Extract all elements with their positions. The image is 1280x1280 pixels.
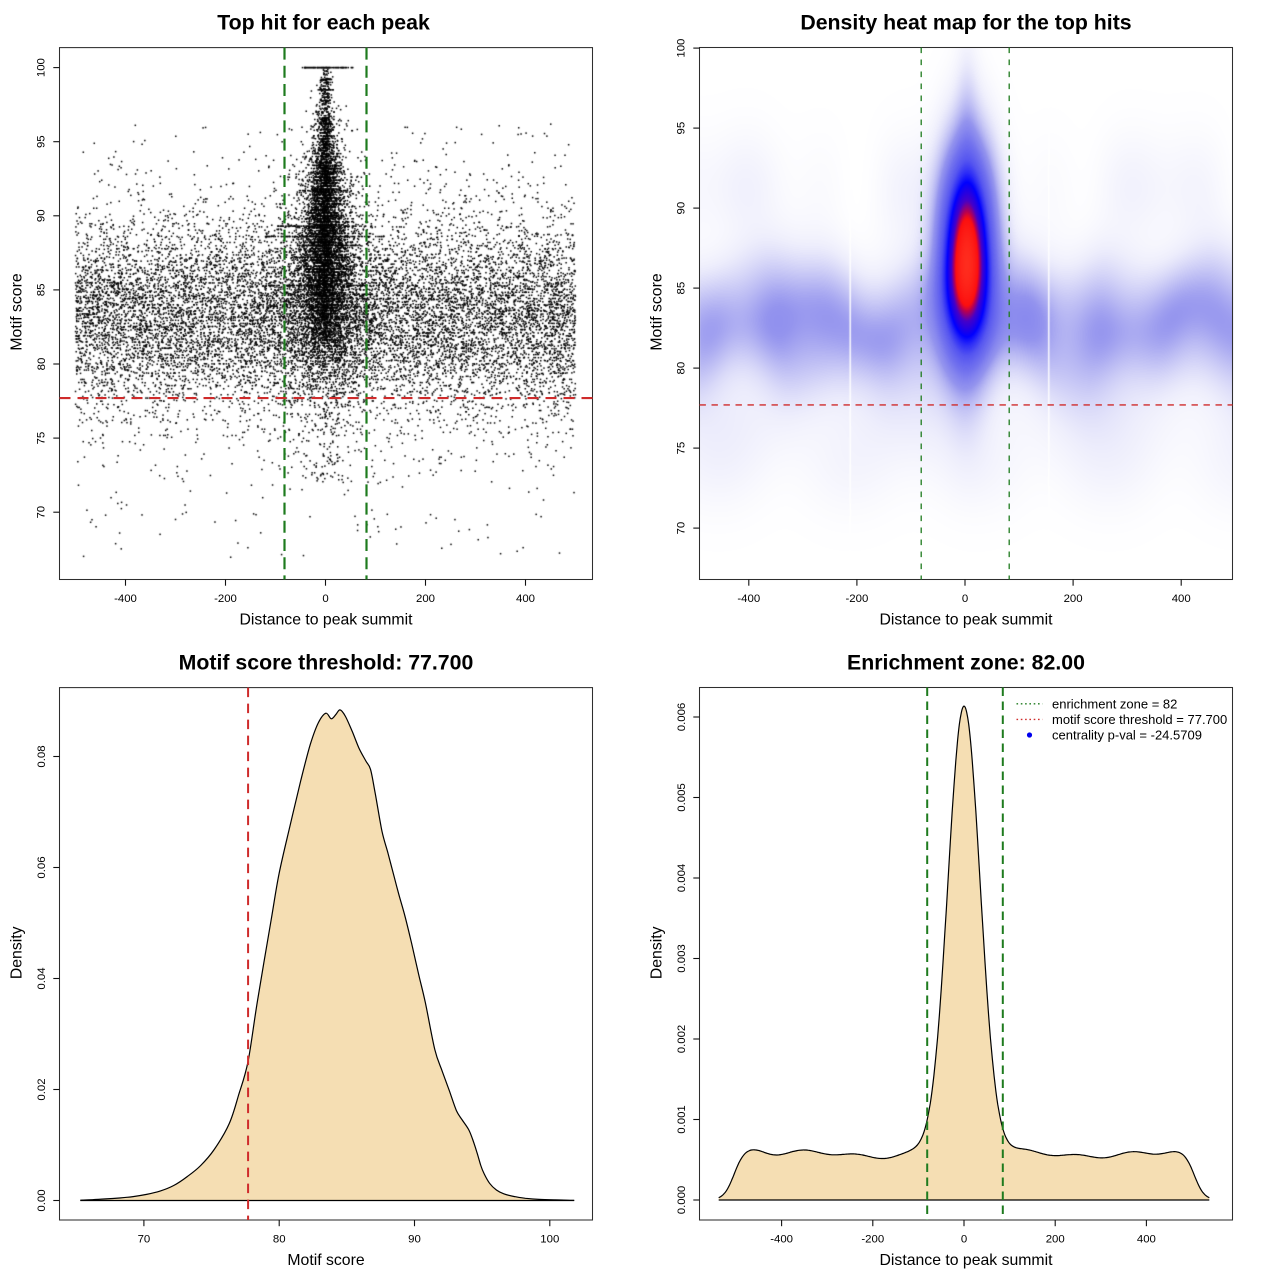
svg-text:75: 75	[36, 432, 48, 445]
svg-text:Motif score: Motif score	[287, 1252, 364, 1269]
svg-text:95: 95	[36, 135, 48, 148]
svg-text:0: 0	[961, 1233, 967, 1245]
svg-text:80: 80	[273, 1233, 286, 1245]
svg-text:enrichment zone = 82: enrichment zone = 82	[1052, 696, 1177, 711]
svg-text:0.006: 0.006	[676, 703, 688, 732]
svg-text:100: 100	[36, 58, 48, 77]
svg-text:Motif score threshold: 77.700: Motif score threshold: 77.700	[179, 650, 474, 674]
svg-text:400: 400	[1172, 593, 1191, 605]
svg-text:200: 200	[1046, 1233, 1065, 1245]
svg-text:-200: -200	[214, 593, 237, 605]
svg-text:85: 85	[676, 282, 688, 295]
svg-text:0: 0	[322, 593, 328, 605]
svg-text:80: 80	[676, 362, 688, 375]
svg-text:0.005: 0.005	[676, 783, 688, 812]
svg-text:0.001: 0.001	[676, 1105, 688, 1134]
svg-text:400: 400	[1137, 1233, 1156, 1245]
svg-text:100: 100	[540, 1233, 559, 1245]
svg-text:400: 400	[516, 593, 535, 605]
svg-text:Density heat map for the top h: Density heat map for the top hits	[800, 10, 1131, 34]
svg-text:70: 70	[138, 1233, 151, 1245]
svg-text:-200: -200	[845, 593, 868, 605]
svg-text:Motif score: Motif score	[9, 273, 26, 350]
svg-text:70: 70	[676, 522, 688, 535]
svg-text:0: 0	[962, 593, 968, 605]
svg-text:0.002: 0.002	[676, 1025, 688, 1054]
svg-text:Density: Density	[9, 926, 26, 979]
svg-text:100: 100	[676, 39, 688, 58]
svg-text:0.003: 0.003	[676, 944, 688, 973]
svg-text:-200: -200	[861, 1233, 884, 1245]
svg-text:0.004: 0.004	[676, 864, 688, 893]
svg-text:90: 90	[408, 1233, 421, 1245]
svg-text:Distance to peak summit: Distance to peak summit	[880, 1252, 1054, 1269]
svg-text:0.08: 0.08	[36, 745, 48, 767]
svg-text:70: 70	[36, 506, 48, 519]
svg-text:Enrichment zone: 82.00: Enrichment zone: 82.00	[847, 650, 1085, 674]
svg-text:-400: -400	[770, 1233, 793, 1245]
svg-text:85: 85	[36, 284, 48, 297]
svg-text:Density: Density	[649, 926, 666, 979]
svg-text:200: 200	[1064, 593, 1083, 605]
svg-text:90: 90	[36, 209, 48, 222]
svg-text:0.02: 0.02	[36, 1078, 48, 1100]
svg-text:0.000: 0.000	[676, 1186, 688, 1215]
svg-text:-400: -400	[114, 593, 137, 605]
svg-text:75: 75	[676, 442, 688, 455]
svg-text:0.06: 0.06	[36, 856, 48, 878]
svg-text:Distance to peak summit: Distance to peak summit	[240, 612, 414, 629]
svg-text:200: 200	[416, 593, 435, 605]
svg-text:95: 95	[676, 122, 688, 135]
svg-text:motif score threshold = 77.700: motif score threshold = 77.700	[1052, 712, 1227, 727]
svg-text:Top hit for each peak: Top hit for each peak	[217, 10, 430, 34]
svg-text:Motif score: Motif score	[649, 273, 666, 350]
svg-text:-400: -400	[737, 593, 760, 605]
svg-text:centrality p-val = -24.5709: centrality p-val = -24.5709	[1052, 728, 1202, 743]
svg-text:Distance to peak summit: Distance to peak summit	[880, 612, 1054, 629]
svg-text:90: 90	[676, 202, 688, 215]
svg-text:0.04: 0.04	[36, 967, 48, 989]
svg-text:80: 80	[36, 358, 48, 371]
svg-text:0.00: 0.00	[36, 1189, 48, 1211]
